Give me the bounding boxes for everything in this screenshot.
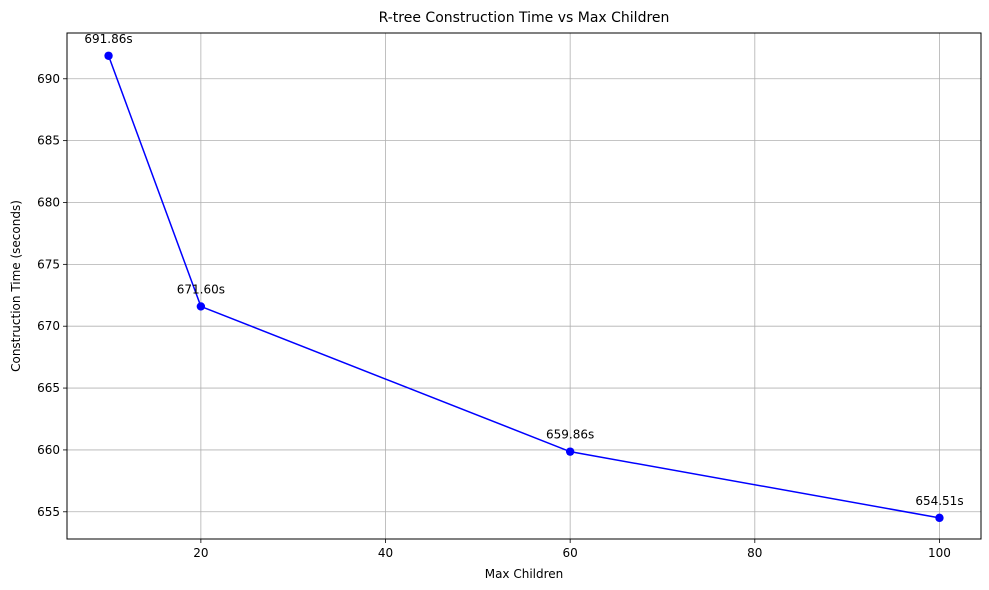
x-tick-label: 60	[563, 546, 578, 560]
y-tick-label: 675	[37, 257, 60, 271]
y-tick-label: 680	[37, 195, 60, 209]
axis-ticks: 20 40 60 80 100 655 660 665 670 675 680 685 690	[37, 72, 951, 560]
y-tick-label: 655	[37, 505, 60, 519]
data-label: 691.86s	[84, 32, 132, 46]
y-tick-label: 665	[37, 381, 60, 395]
y-tick-label: 660	[37, 443, 60, 457]
data-point	[196, 302, 206, 311]
chart-title: R-tree Construction Time vs Max Children	[379, 10, 670, 26]
x-tick-label: 40	[378, 546, 393, 560]
series-line	[107, 55, 940, 519]
x-tick-label: 100	[928, 546, 951, 560]
data-point	[104, 51, 113, 60]
plot-frame	[66, 32, 982, 540]
data-point	[935, 513, 944, 523]
x-tick-label: 80	[747, 546, 762, 560]
data-label: 671.60s	[177, 282, 225, 296]
x-tick-label: 20	[193, 546, 208, 560]
y-tick-label: 685	[37, 134, 60, 148]
y-axis-label: Construction Time (seconds)	[9, 200, 23, 372]
data-labels: 691.86s 671.60s 659.86s 654.51s	[84, 32, 963, 508]
x-axis-label: Max Children	[485, 567, 564, 581]
data-point	[565, 447, 575, 456]
y-tick-label: 670	[37, 319, 60, 333]
grid	[67, 33, 981, 539]
y-tick-label: 690	[37, 72, 60, 86]
data-label: 654.51s	[915, 494, 963, 508]
data-label: 659.86s	[546, 428, 594, 442]
series-layer	[104, 51, 944, 523]
